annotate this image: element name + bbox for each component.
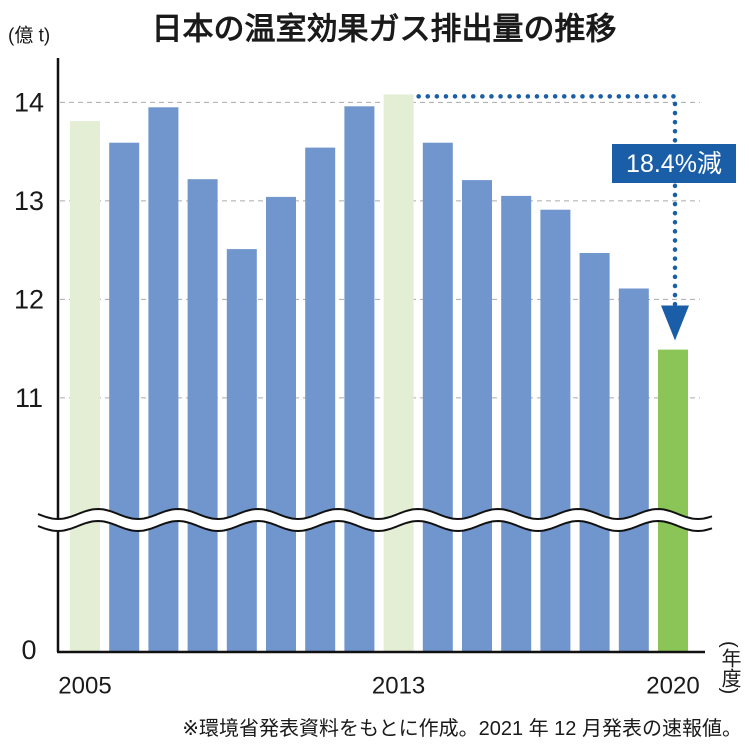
y-tick-label-0: 0 xyxy=(21,635,36,665)
bar-2008 xyxy=(187,179,218,652)
bar-2020 xyxy=(658,349,688,652)
annotation-dotted-line xyxy=(416,94,678,307)
bar-2019 xyxy=(618,288,649,652)
bar-2007 xyxy=(148,107,179,653)
y-tick-label-11: 11 xyxy=(15,383,43,413)
y-tick-label-14: 14 xyxy=(14,87,44,117)
reduction-annotation: 18.4%減 xyxy=(416,94,736,341)
axis-break-band xyxy=(38,509,712,531)
annotation-box xyxy=(612,144,736,183)
axis-break-wave xyxy=(37,507,713,533)
source-footnote: ※環境省発表資料をもとに作成。2021 年 12 月発表の速報値。 xyxy=(182,717,742,740)
bar-2016 xyxy=(501,195,532,652)
bar-2012 xyxy=(344,106,375,653)
bar-2005 xyxy=(70,121,100,652)
chart-title: 日本の温室効果ガス排出量の推移 xyxy=(152,12,617,47)
axis-break-line-lower xyxy=(37,519,713,533)
y-tick-label-12: 12 xyxy=(14,284,44,314)
bar-2017 xyxy=(540,209,571,652)
bar-2018 xyxy=(579,253,610,652)
tick-labels: 0 11 12 13 14 2005 2013 2020 xyxy=(14,87,700,699)
bar-2011 xyxy=(305,147,336,652)
y-tick-label-13: 13 xyxy=(14,186,44,216)
y-axis-unit-label: (億 t) xyxy=(8,25,50,47)
bar-2013 xyxy=(383,94,414,652)
annotation-arrowhead xyxy=(661,305,689,341)
x-tick-label-2005: 2005 xyxy=(58,673,111,700)
bar-2015 xyxy=(462,180,492,652)
bars xyxy=(70,94,688,653)
x-tick-label-2020: 2020 xyxy=(646,673,699,700)
axes xyxy=(56,58,705,654)
bar-2014 xyxy=(422,142,453,652)
x-tick-label-2013: 2013 xyxy=(372,673,425,700)
bar-2009 xyxy=(226,249,257,652)
axis-break-line-upper xyxy=(37,507,713,521)
bar-2006 xyxy=(109,142,140,652)
x-axis-label: (年度) xyxy=(718,641,740,695)
annotation-label: 18.4%減 xyxy=(626,150,722,178)
bar-2010 xyxy=(266,196,296,652)
